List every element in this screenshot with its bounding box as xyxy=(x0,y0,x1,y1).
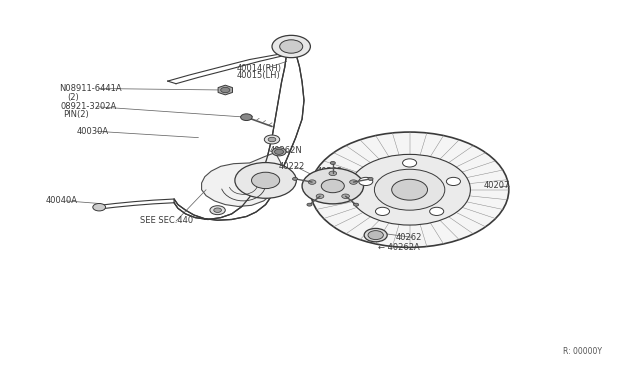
Text: 40202: 40202 xyxy=(317,167,343,176)
Text: PIN(2): PIN(2) xyxy=(63,110,88,119)
Circle shape xyxy=(376,207,390,215)
Text: 40015(LH): 40015(LH) xyxy=(237,71,280,80)
Text: R: 00000Y: R: 00000Y xyxy=(563,347,602,356)
Text: N08911-6441A: N08911-6441A xyxy=(59,84,122,93)
Text: 40030A: 40030A xyxy=(77,127,109,136)
Text: SEE SEC.440: SEE SEC.440 xyxy=(140,217,193,225)
Text: ← 40262A: ← 40262A xyxy=(378,243,419,252)
Circle shape xyxy=(329,171,337,176)
Circle shape xyxy=(353,203,358,206)
Text: 40262: 40262 xyxy=(396,233,422,242)
Text: (2): (2) xyxy=(67,93,79,102)
Circle shape xyxy=(272,35,310,58)
Circle shape xyxy=(374,169,445,210)
Circle shape xyxy=(241,114,252,121)
Circle shape xyxy=(349,180,357,184)
Circle shape xyxy=(310,132,509,247)
Text: 40222: 40222 xyxy=(278,162,305,171)
Circle shape xyxy=(429,207,444,215)
Polygon shape xyxy=(218,85,232,95)
Text: 40262N: 40262N xyxy=(270,146,303,155)
Circle shape xyxy=(364,228,387,242)
Circle shape xyxy=(316,194,324,199)
Circle shape xyxy=(292,177,298,180)
Circle shape xyxy=(359,177,373,186)
Circle shape xyxy=(280,40,303,53)
Circle shape xyxy=(307,203,312,206)
Circle shape xyxy=(302,168,364,204)
Circle shape xyxy=(308,180,316,184)
Polygon shape xyxy=(174,53,304,220)
Circle shape xyxy=(272,148,286,156)
Text: 08921-3202A: 08921-3202A xyxy=(61,102,117,111)
Circle shape xyxy=(321,179,344,193)
Circle shape xyxy=(368,177,373,180)
Circle shape xyxy=(252,172,280,189)
Circle shape xyxy=(235,163,296,198)
Circle shape xyxy=(264,135,280,144)
Circle shape xyxy=(268,137,276,142)
Circle shape xyxy=(403,159,417,167)
Text: 40040A: 40040A xyxy=(46,196,78,205)
Circle shape xyxy=(210,206,225,215)
Circle shape xyxy=(93,203,106,211)
Circle shape xyxy=(392,179,428,200)
Circle shape xyxy=(368,231,383,240)
Circle shape xyxy=(330,161,335,164)
Circle shape xyxy=(214,208,221,212)
Circle shape xyxy=(446,177,460,186)
Polygon shape xyxy=(202,153,283,206)
Text: 40207: 40207 xyxy=(483,182,509,190)
Text: 40014(RH): 40014(RH) xyxy=(237,64,282,73)
Circle shape xyxy=(275,149,284,154)
Circle shape xyxy=(349,154,470,225)
Circle shape xyxy=(221,87,230,93)
Circle shape xyxy=(342,194,349,199)
